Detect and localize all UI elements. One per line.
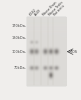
Text: 70kDa-: 70kDa- — [13, 66, 26, 70]
Text: 130kDa-: 130kDa- — [11, 36, 26, 40]
Text: MIOS: MIOS — [68, 50, 77, 54]
Text: K-562: K-562 — [29, 8, 38, 17]
Text: Mouse Testis: Mouse Testis — [48, 1, 64, 17]
Bar — [27, 17, 66, 86]
Text: 100kDa-: 100kDa- — [11, 50, 26, 54]
Text: 170kDa-: 170kDa- — [11, 24, 26, 28]
Text: A549: A549 — [33, 9, 42, 17]
Text: Rat testis: Rat testis — [53, 4, 66, 17]
Text: Mouse Brain: Mouse Brain — [42, 1, 58, 17]
